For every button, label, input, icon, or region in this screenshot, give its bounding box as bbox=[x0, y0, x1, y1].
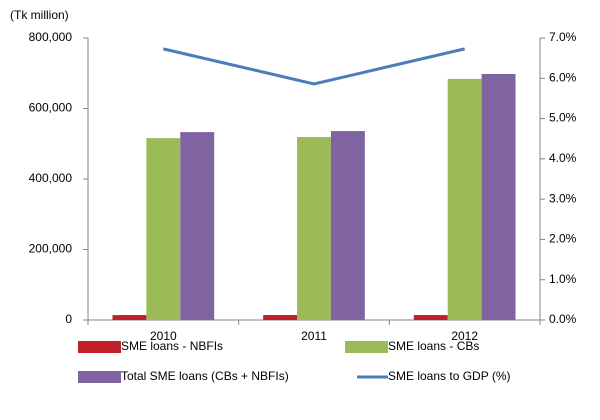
legend-label: SME loans - CBs bbox=[388, 339, 479, 353]
y-tick-label: 200,000 bbox=[29, 242, 73, 256]
x-tick-label: 2012 bbox=[451, 329, 478, 343]
y-tick-label: 800,000 bbox=[29, 30, 73, 44]
legend-label: SME loans to GDP (%) bbox=[388, 369, 510, 383]
bar bbox=[330, 131, 365, 320]
legend-label: Total SME loans (CBs + NBFIs) bbox=[121, 369, 289, 383]
y-tick-label: 400,000 bbox=[29, 171, 73, 185]
bar bbox=[413, 315, 448, 320]
y2-tick-label: 1.0% bbox=[549, 272, 577, 286]
legend-swatch bbox=[78, 341, 121, 353]
bar bbox=[263, 315, 298, 320]
y2-tick-label: 5.0% bbox=[549, 111, 577, 125]
y2-tick-label: 0.0% bbox=[549, 312, 577, 326]
x-tick-label: 2011 bbox=[301, 329, 327, 343]
y2-tick-label: 7.0% bbox=[549, 30, 577, 44]
y2-tick-label: 2.0% bbox=[549, 232, 577, 246]
bar bbox=[180, 132, 215, 320]
x-tick-label: 2010 bbox=[150, 329, 177, 343]
y2-tick-label: 6.0% bbox=[549, 70, 577, 84]
y-tick-label: 0 bbox=[65, 312, 72, 326]
bar bbox=[146, 138, 181, 320]
bar bbox=[297, 137, 331, 320]
y2-tick-label: 4.0% bbox=[549, 151, 577, 165]
legend-swatch bbox=[345, 341, 388, 353]
bar bbox=[447, 78, 482, 320]
bar bbox=[481, 73, 516, 320]
y2-tick-label: 3.0% bbox=[549, 191, 577, 205]
legend-swatch bbox=[78, 371, 121, 383]
line bbox=[162, 47, 466, 86]
y-axis-label: (Tk million) bbox=[10, 8, 69, 22]
bar bbox=[112, 315, 147, 320]
y-tick-label: 600,000 bbox=[29, 101, 73, 115]
legend-label: SME loans - NBFIs bbox=[121, 339, 223, 353]
